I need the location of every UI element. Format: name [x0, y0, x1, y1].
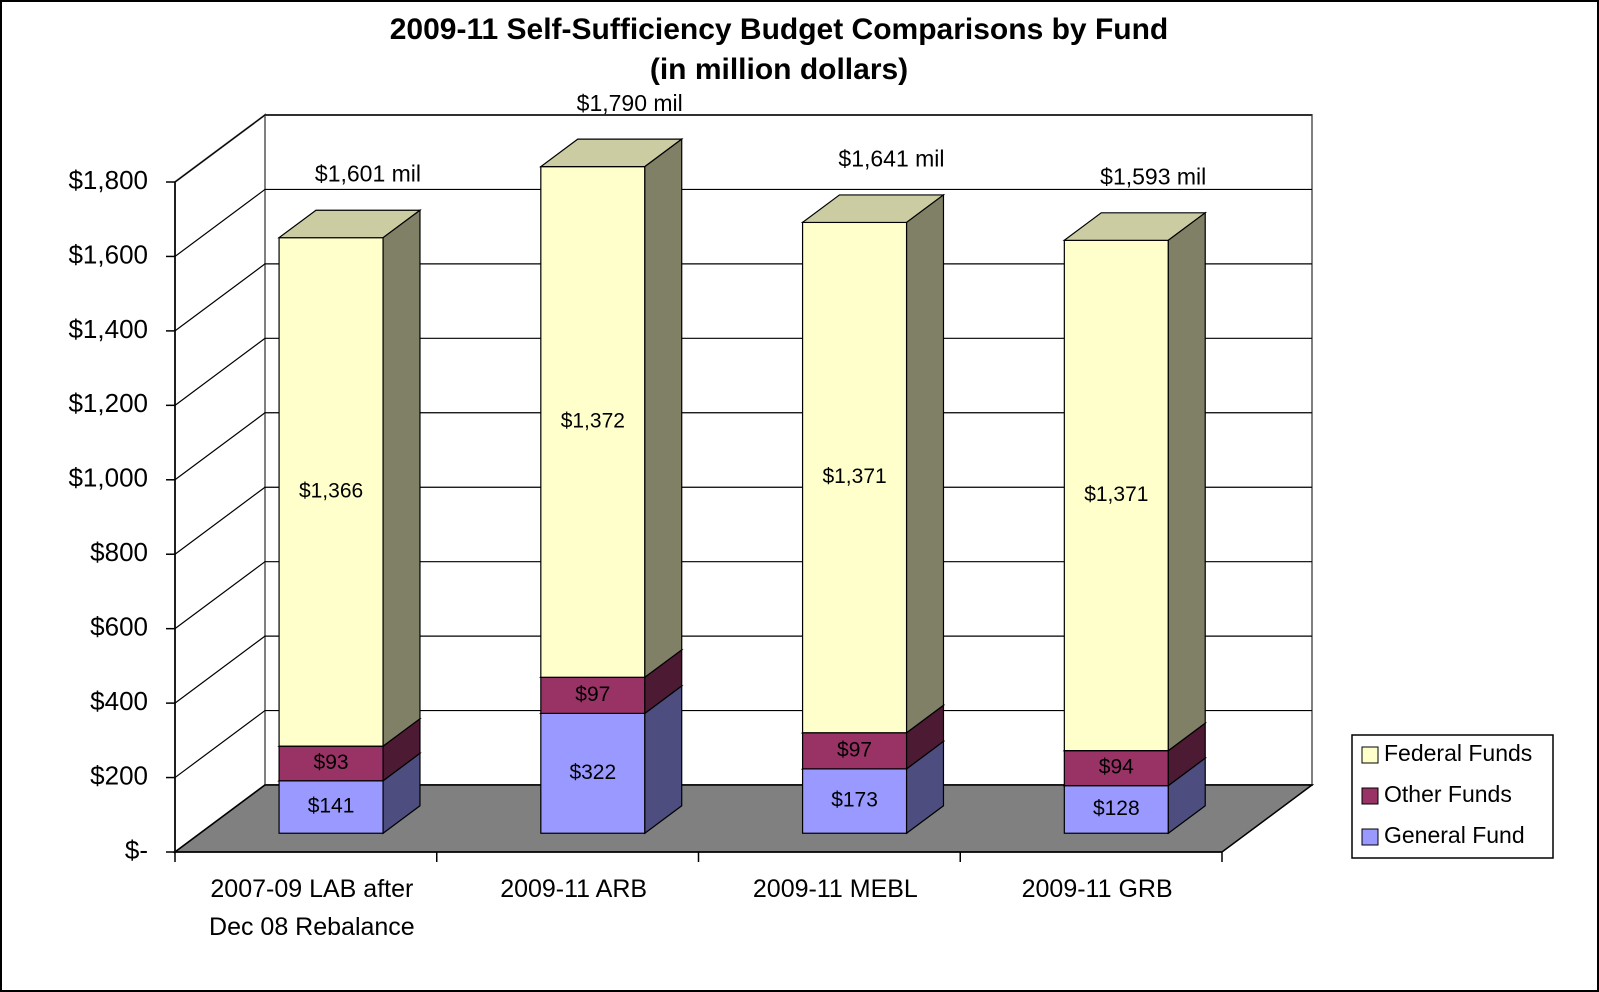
x-tick-label: 2009-11 GRB	[1021, 875, 1173, 903]
bar-segment	[1063, 239, 1169, 752]
value-label: $1,371	[1084, 483, 1148, 506]
grid-line	[174, 486, 1312, 555]
legend-label: General Fund	[1384, 822, 1525, 848]
x-tick-label: 2009-11 MEBL	[752, 875, 918, 903]
y-tick-label: $1,800	[68, 165, 148, 195]
bar-segment	[278, 237, 384, 747]
side-wall	[174, 113, 266, 854]
bar-segment	[801, 221, 908, 734]
value-label: $1,371	[822, 465, 886, 488]
value-label: $97	[837, 738, 872, 761]
value-label: $94	[1099, 756, 1134, 779]
y-tick-label: $200	[90, 760, 148, 790]
legend-swatch	[1361, 787, 1379, 805]
legend	[1351, 734, 1554, 859]
total-label: $1,641 mil	[838, 146, 944, 172]
total-label: $1,593 mil	[1100, 163, 1206, 189]
value-label: $141	[308, 795, 355, 818]
x-tick-label: 2009-11 ARB	[500, 875, 648, 903]
legend-swatch	[1361, 746, 1379, 764]
total-label: $1,601 mil	[315, 160, 421, 186]
bar-side	[905, 193, 945, 734]
bar-segment	[1063, 784, 1169, 834]
chart-subtitle: (in million dollars)	[650, 53, 908, 86]
y-tick-label: $-	[125, 835, 148, 865]
value-label: $93	[314, 751, 349, 774]
y-tick-label: $600	[90, 612, 148, 642]
chart-title: 2009-11 Self-Sufficiency Budget Comparis…	[390, 13, 1169, 46]
total-label: $1,790 mil	[577, 90, 683, 116]
grid-line	[174, 114, 1312, 183]
y-tick-label: $1,600	[68, 239, 148, 269]
value-label: $173	[831, 789, 878, 812]
bar-segment	[278, 780, 384, 834]
grid-line	[174, 412, 1312, 481]
bar-segment	[540, 712, 646, 834]
bar-segment	[1063, 750, 1169, 787]
grid-line	[174, 709, 1312, 779]
grid-line	[174, 561, 1312, 630]
bar-segment	[540, 165, 646, 678]
bar-side	[1167, 211, 1206, 752]
bar-segment	[540, 676, 646, 714]
value-label: $1,366	[299, 479, 363, 502]
legend-swatch	[1361, 828, 1379, 846]
grid-line	[174, 263, 1312, 332]
bar-side	[382, 209, 421, 748]
value-label: $1,372	[561, 409, 625, 432]
x-tick-label: 2007-09 LAB after Dec 08 Rebalance	[209, 875, 415, 941]
grid-line	[174, 337, 1312, 406]
grid-line	[174, 188, 1312, 257]
legend-label: Other Funds	[1384, 781, 1512, 807]
y-tick-label: $400	[90, 686, 148, 716]
bar-side	[644, 137, 683, 679]
y-tick-label: $1,000	[68, 463, 148, 493]
value-label: $322	[569, 761, 616, 784]
value-label: $128	[1093, 797, 1140, 820]
y-tick-label: $1,400	[68, 314, 148, 344]
y-tick-label: $800	[90, 537, 148, 567]
bar-segment	[801, 768, 908, 834]
y-tick-label: $1,200	[68, 388, 148, 418]
value-label: $97	[575, 683, 610, 706]
grid-line	[174, 635, 1312, 704]
legend-label: Federal Funds	[1384, 740, 1532, 766]
